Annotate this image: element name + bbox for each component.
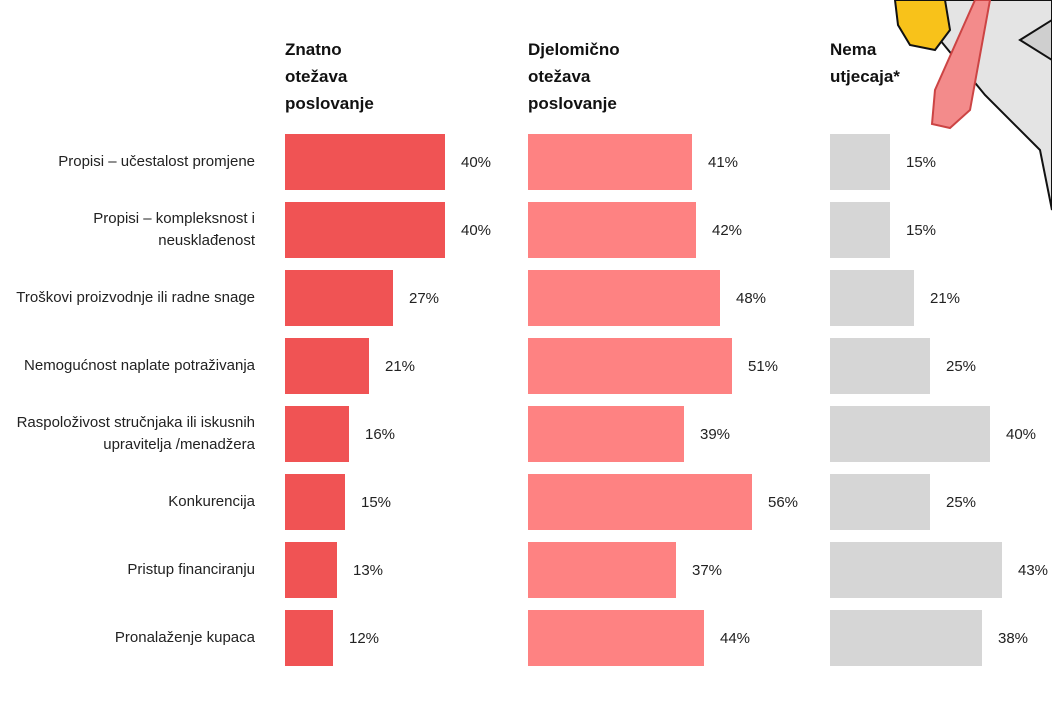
bar [285,542,337,598]
bar [285,202,445,258]
bar [285,610,333,666]
value-label: 40% [1006,426,1036,443]
value-label: 21% [930,290,960,307]
value-label: 12% [349,630,379,647]
value-label: 40% [461,154,491,171]
value-label: 16% [365,426,395,443]
bar [285,270,393,326]
bar [830,610,982,666]
category-label: Troškovi proizvodnje ili radne snage [16,289,255,306]
value-label: 38% [998,630,1028,647]
bar [528,474,752,530]
bar [285,338,369,394]
value-label: 21% [385,358,415,375]
value-label: 15% [906,222,936,239]
bar [830,406,990,462]
series-header: Djelomično otežava poslovanje [528,40,620,113]
value-label: 51% [748,358,778,375]
bar [285,134,445,190]
bar [285,406,349,462]
illustration-hand [893,0,952,52]
series-header: Znatno otežava poslovanje [285,40,374,113]
bar [830,338,930,394]
category-label: Pronalaženje kupaca [114,629,255,646]
value-label: 25% [946,358,976,375]
value-label: 41% [708,154,738,171]
bar [830,202,890,258]
value-label: 13% [353,562,383,579]
bar [830,474,930,530]
value-label: 44% [720,630,750,647]
value-label: 39% [700,426,730,443]
category-label: Pristup financiranju [127,561,255,578]
bar [528,610,704,666]
category-label: Propisi – učestalost promjene [58,153,255,170]
value-label: 48% [736,290,766,307]
bar [528,406,684,462]
value-label: 40% [461,222,491,239]
illustration-tie [930,0,992,130]
bar [528,270,720,326]
bar [830,134,890,190]
category-label: Konkurencija [168,493,255,510]
value-label: 42% [712,222,742,239]
category-label: Propisi – kompleksnost i neusklađenost [93,210,255,249]
bar [830,270,914,326]
value-label: 37% [692,562,722,579]
bar [528,338,732,394]
value-label: 15% [906,154,936,171]
value-label: 27% [409,290,439,307]
value-label: 56% [768,494,798,511]
illustration-shape [1018,18,1052,62]
bar [528,542,676,598]
series-header: Nema utjecaja* [830,40,900,86]
bar [528,202,696,258]
bar [285,474,345,530]
bar [528,134,692,190]
bar [830,542,1002,598]
illustration [893,0,1052,211]
value-label: 43% [1018,562,1048,579]
value-label: 25% [946,494,976,511]
category-label: Raspoloživost stručnjaka ili iskusnih up… [16,414,255,453]
value-label: 15% [361,494,391,511]
category-label: Nemogućnost naplate potraživanja [24,357,255,374]
